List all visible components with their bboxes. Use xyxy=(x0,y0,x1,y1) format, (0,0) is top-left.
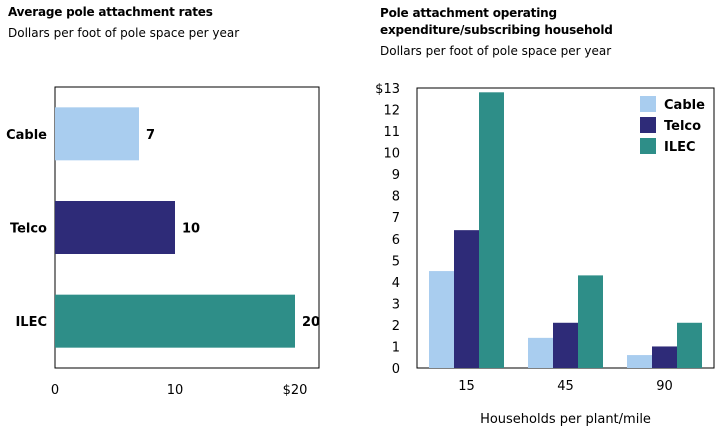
data-label: 7 xyxy=(146,128,155,143)
x-axis-label: Households per plant/mile xyxy=(480,412,651,427)
category-label: Cable xyxy=(6,128,47,143)
y-tick-label: 4 xyxy=(392,276,400,291)
bar-ilec-15 xyxy=(479,92,504,369)
bar-telco-45 xyxy=(553,322,578,368)
x-tick-label: 10 xyxy=(167,383,184,398)
bar-cable-90 xyxy=(627,355,652,368)
legend-swatch-ilec xyxy=(640,138,656,154)
right-chart-title: Pole attachment operating expenditure/su… xyxy=(380,6,613,37)
legend-label: Cable xyxy=(664,98,705,113)
x-tick-label: 15 xyxy=(458,379,475,394)
y-tick-label: 0 xyxy=(392,362,400,377)
y-tick-label: 7 xyxy=(392,211,400,226)
y-tick-label: 10 xyxy=(383,147,400,162)
y-tick-label: 12 xyxy=(383,104,400,119)
y-tick-label: 3 xyxy=(392,297,400,312)
bar-cable xyxy=(55,107,139,161)
x-tick-label: 90 xyxy=(656,379,673,394)
y-tick-label: 5 xyxy=(392,254,400,269)
y-tick-label: 8 xyxy=(392,190,400,205)
y-tick-label: 6 xyxy=(392,233,400,248)
category-label: ILEC xyxy=(15,315,47,330)
bar-cable-15 xyxy=(429,271,454,368)
data-label: 10 xyxy=(182,222,200,237)
bar-telco-15 xyxy=(454,230,479,368)
y-tick-label: $13 xyxy=(375,82,400,97)
bar-ilec-90 xyxy=(677,322,702,368)
bar-ilec xyxy=(55,294,295,348)
left-chart-title: Average pole attachment rates xyxy=(8,5,213,19)
legend-swatch-cable xyxy=(640,96,656,112)
y-tick-label: 2 xyxy=(392,319,400,334)
data-label: 20 xyxy=(302,315,320,330)
legend-label: ILEC xyxy=(664,140,696,155)
bar-cable-45 xyxy=(528,337,553,368)
bar-telco-90 xyxy=(652,346,677,368)
y-tick-label: 11 xyxy=(383,125,400,140)
bar-telco xyxy=(55,201,175,254)
category-label: Telco xyxy=(10,222,47,237)
x-tick-label: 45 xyxy=(557,379,574,394)
y-tick-label: 1 xyxy=(392,340,400,355)
y-tick-label: 9 xyxy=(392,168,400,183)
left-chart-subtitle: Dollars per foot of pole space per year xyxy=(8,26,240,40)
bar-ilec-45 xyxy=(578,275,603,368)
legend-swatch-telco xyxy=(640,117,656,133)
x-tick-label: $20 xyxy=(283,383,308,398)
legend-label: Telco xyxy=(664,119,701,134)
x-tick-label: 0 xyxy=(51,383,59,398)
right-chart-subtitle: Dollars per foot of pole space per year xyxy=(380,44,612,58)
